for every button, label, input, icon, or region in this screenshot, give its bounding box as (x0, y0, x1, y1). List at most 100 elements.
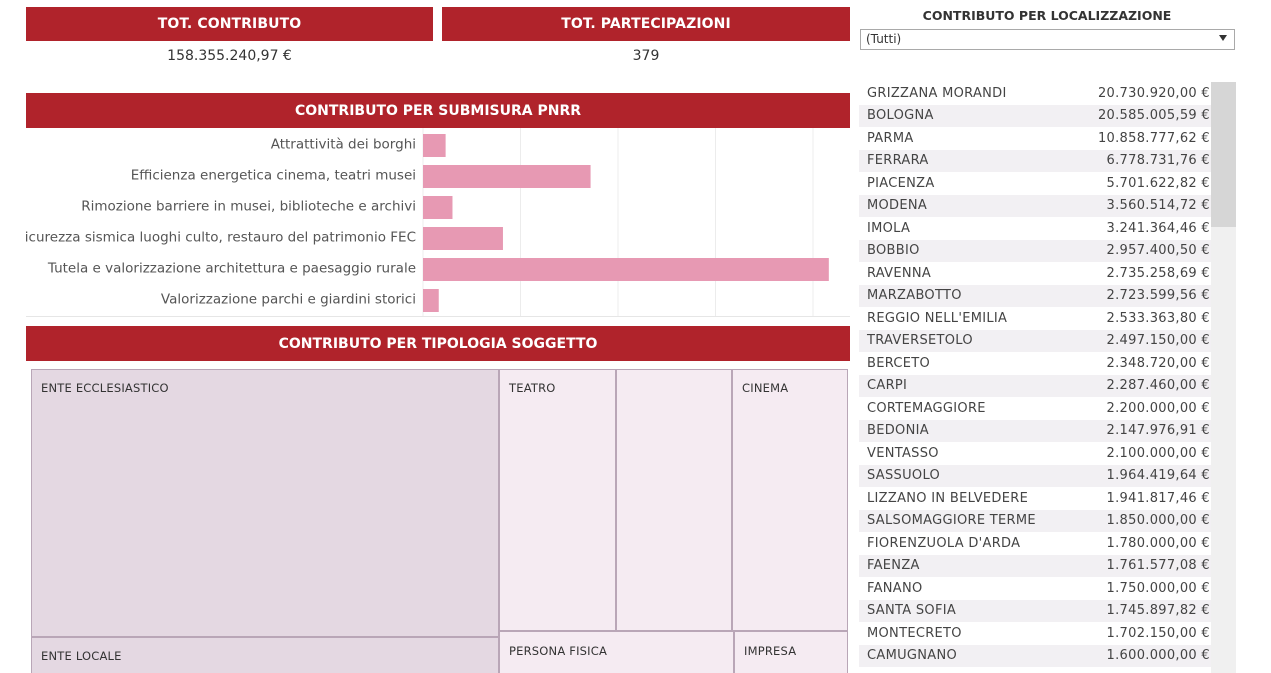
table-row[interactable]: BOLOGNA 20.585.005,59 € (859, 104, 1211, 127)
bar[interactable] (423, 196, 453, 219)
bar[interactable] (423, 289, 439, 312)
location-name: MODENA (867, 198, 928, 214)
location-value: 6.778.731,76 € (1106, 153, 1210, 169)
location-name: SALSOMAGGIORE TERME (867, 513, 1036, 529)
location-name: BOLOGNA (867, 108, 934, 124)
treemap-cinema[interactable]: CINEMA (732, 369, 848, 631)
table-row[interactable]: FAENZA 1.761.577,08 € (859, 554, 1211, 577)
location-name: CORTEMAGGIORE (867, 400, 986, 416)
location-value: 10.858.777,62 € (1097, 130, 1210, 146)
location-name: FANANO (867, 580, 923, 596)
bar[interactable] (423, 227, 503, 250)
bar-category-label: Tutela e valorizzazione architettura e p… (47, 261, 416, 277)
table-row[interactable]: MODENA 3.560.514,72 € (859, 194, 1211, 217)
location-name: CARPI (867, 378, 908, 394)
location-value: 2.100.000,00 € (1106, 445, 1210, 461)
table-row[interactable]: FIORENZUOLA D'ARDA 1.780.000,00 € (859, 532, 1211, 555)
treemap-impresa[interactable]: IMPRESA (734, 631, 848, 673)
location-name: MARZABOTTO (867, 288, 962, 304)
location-name: TRAVERSETOLO (867, 333, 973, 349)
table-row[interactable]: REGGIO NELL'EMILIA 2.533.363,80 € (859, 307, 1211, 330)
location-value: 1.702.150,00 € (1106, 625, 1210, 641)
kpi-partecipazioni-value: 379 (632, 48, 660, 64)
table-row[interactable]: GRIZZANA MORANDI 20.730.920,00 € (859, 82, 1211, 105)
location-value: 2.200.000,00 € (1106, 400, 1210, 416)
table-row[interactable]: FERRARA 6.778.731,76 € (859, 149, 1211, 172)
treemap-unlabeled-cell[interactable] (616, 369, 732, 631)
submisura-bar-chart[interactable]: Attrattività dei borghi Efficienza energe… (26, 128, 850, 318)
table-row[interactable]: PIACENZA 5.701.622,82 € (859, 172, 1211, 195)
table-row[interactable]: BOBBIO 2.957.400,50 € (859, 239, 1211, 262)
location-value: 1.761.577,08 € (1106, 558, 1210, 574)
localizzazione-table: GRIZZANA MORANDI 20.730.920,00 € BOLOGNA 20… (859, 82, 1211, 673)
location-value: 1.750.000,00 € (1106, 580, 1210, 596)
table-row[interactable]: IMOLA 3.241.364,46 € (859, 217, 1211, 240)
bar[interactable] (423, 165, 591, 188)
bar[interactable] (423, 134, 446, 157)
table-row[interactable]: MONTECRETO 1.702.150,00 € (859, 622, 1211, 645)
location-value: 5.701.622,82 € (1106, 175, 1210, 191)
location-name: VENTASSO (867, 445, 939, 461)
bar-category-label: Rimozione barriere in musei, biblioteche… (81, 199, 416, 215)
kpi-contributo-header: TOT. CONTRIBUTO (26, 7, 433, 41)
table-row[interactable]: RAVENNA 2.735.258,69 € (859, 262, 1211, 285)
scrollbar-thumb[interactable] (1211, 82, 1236, 227)
table-row[interactable]: SANTA SOFIA 1.745.897,82 € (859, 599, 1211, 622)
table-row[interactable]: BERCETO 2.348.720,00 € (859, 352, 1211, 375)
table-row[interactable]: SALSOMAGGIORE TERME 1.850.000,00 € (859, 509, 1211, 532)
location-name: PARMA (867, 130, 914, 146)
table-row[interactable]: MARZABOTTO 2.723.599,56 € (859, 284, 1211, 307)
location-name: BERCETO (867, 355, 931, 371)
location-name: SASSUOLO (867, 468, 941, 484)
table-row[interactable]: CARPI 2.287.460,00 € (859, 374, 1211, 397)
location-value: 3.241.364,46 € (1106, 220, 1210, 236)
bar-category-label: Attrattività dei borghi (271, 137, 416, 153)
treemap-ente-ecclesiastico[interactable]: ENTE ECCLESIASTICO (31, 369, 499, 637)
location-name: CAMUGNANO (867, 648, 958, 664)
location-name: BEDONIA (867, 423, 929, 439)
table-row[interactable]: BEDONIA 2.147.976,91 € (859, 419, 1211, 442)
bar-category-label: Valorizzazione parchi e giardini storici (161, 292, 416, 308)
location-value: 3.560.514,72 € (1106, 198, 1210, 214)
table-row[interactable]: FANANO 1.750.000,00 € (859, 577, 1211, 600)
location-value: 1.850.000,00 € (1106, 513, 1210, 529)
location-value: 2.147.976,91 € (1106, 423, 1210, 439)
kpi-contributo-value: 158.355.240,97 € (167, 48, 292, 64)
treemap-teatro[interactable]: TEATRO (499, 369, 616, 631)
table-row[interactable]: SASSUOLO 1.964.419,64 € (859, 464, 1211, 487)
treemap-ente-locale[interactable]: ENTE LOCALE (31, 637, 499, 673)
location-value: 2.348.720,00 € (1106, 355, 1210, 371)
location-value: 2.957.400,50 € (1106, 243, 1210, 259)
location-value: 1.600.000,00 € (1106, 648, 1210, 664)
tipologia-title: CONTRIBUTO PER TIPOLOGIA SOGGETTO (26, 326, 850, 361)
table-row[interactable]: CAMUGNANO 1.600.000,00 € (859, 644, 1211, 667)
location-name: IMOLA (867, 220, 911, 236)
location-name: LIZZANO IN BELVEDERE (867, 490, 1029, 506)
treemap-persona-fisica[interactable]: PERSONA FISICA (499, 631, 734, 673)
location-value: 2.287.460,00 € (1106, 378, 1210, 394)
bar[interactable] (423, 258, 829, 281)
location-name: FAENZA (867, 558, 920, 574)
location-name: SANTA SOFIA (867, 603, 957, 619)
location-value: 1.745.897,82 € (1106, 603, 1210, 619)
location-value: 2.735.258,69 € (1106, 265, 1210, 281)
location-name: FERRARA (867, 153, 929, 169)
bar-category-label: Efficienza energetica cinema, teatri mus… (131, 168, 416, 184)
location-name: MONTECRETO (867, 625, 962, 641)
table-row[interactable]: CORTEMAGGIORE 2.200.000,00 € (859, 397, 1211, 420)
location-name: BOBBIO (867, 243, 920, 259)
location-value: 1.964.419,64 € (1106, 468, 1210, 484)
table-row[interactable]: PARMA 10.858.777,62 € (859, 127, 1211, 150)
location-name: REGGIO NELL'EMILIA (867, 310, 1008, 326)
location-name: GRIZZANA MORANDI (867, 85, 1007, 101)
submisura-chart-title: CONTRIBUTO PER SUBMISURA PNRR (26, 93, 850, 128)
location-name: FIORENZUOLA D'ARDA (867, 535, 1021, 551)
localizzazione-filter-dropdown[interactable]: (Tutti) (860, 29, 1235, 50)
location-name: RAVENNA (867, 265, 932, 281)
chevron-down-icon (1219, 35, 1227, 41)
table-row[interactable]: LIZZANO IN BELVEDERE 1.941.817,46 € (859, 487, 1211, 510)
table-row[interactable]: VENTASSO 2.100.000,00 € (859, 442, 1211, 465)
table-row[interactable]: TRAVERSETOLO 2.497.150,00 € (859, 329, 1211, 352)
location-value: 2.533.363,80 € (1106, 310, 1210, 326)
filter-selected-value: (Tutti) (866, 32, 902, 46)
